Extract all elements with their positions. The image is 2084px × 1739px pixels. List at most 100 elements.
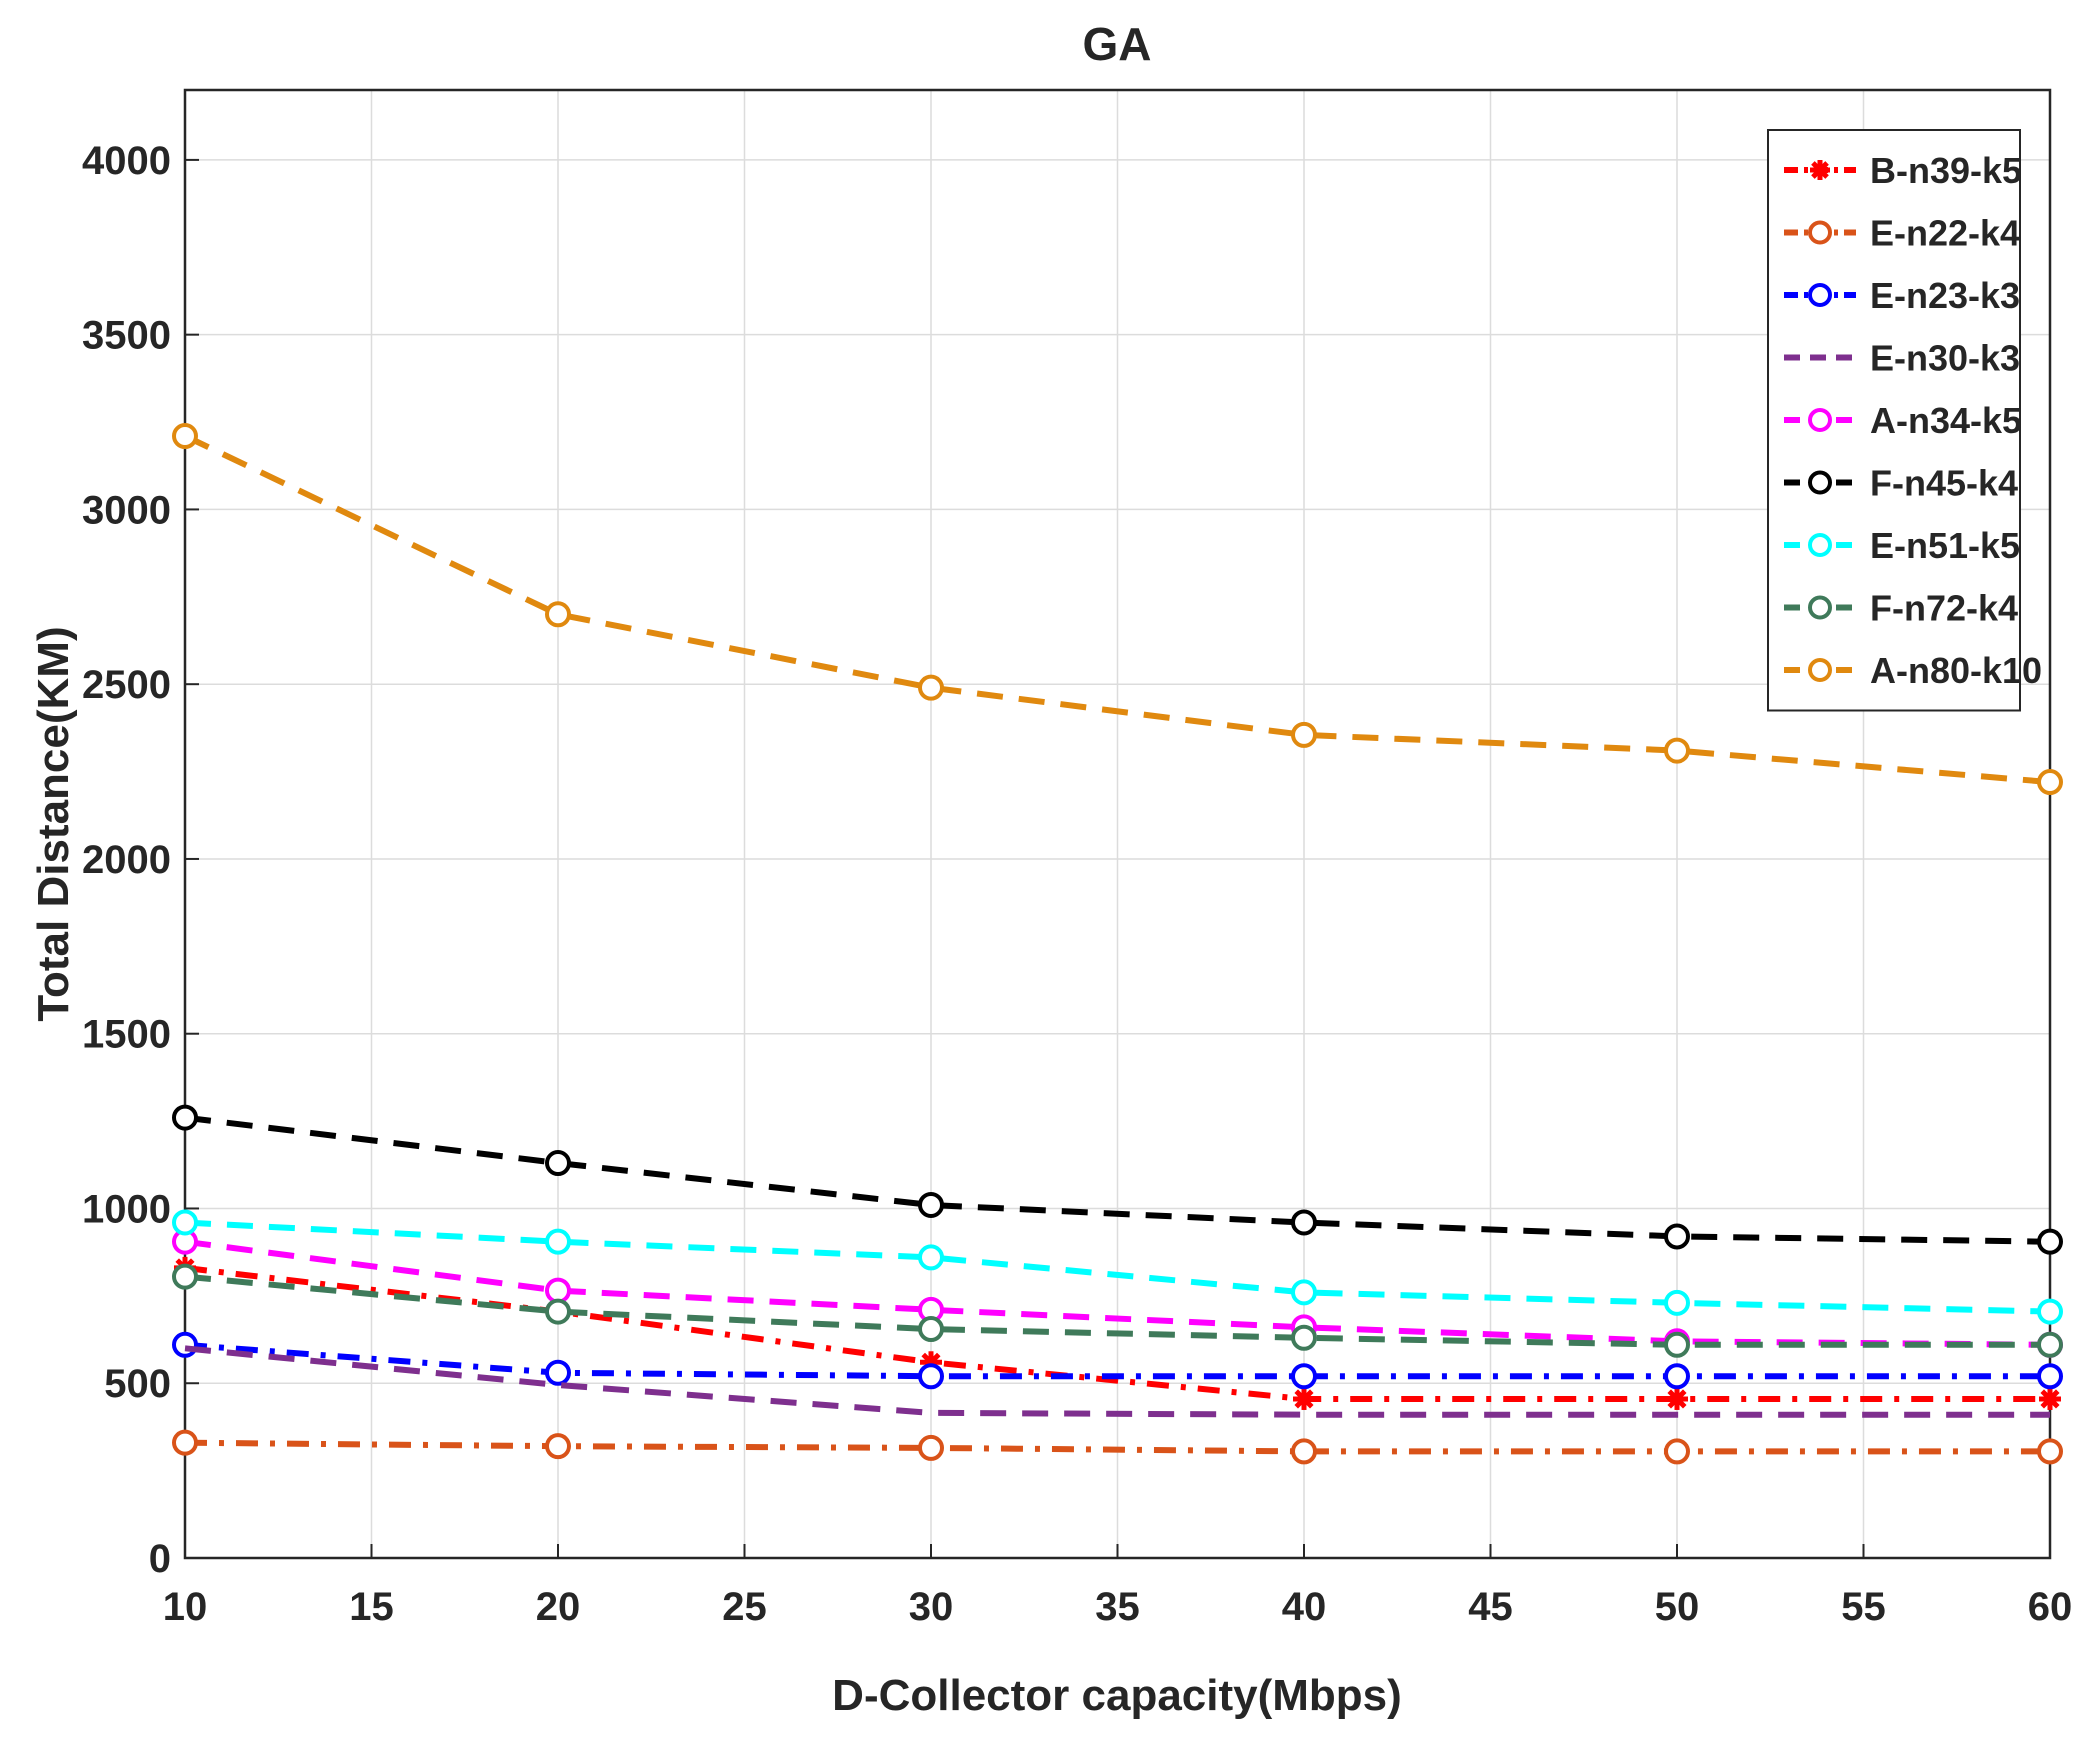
- x-axis-label: D-Collector capacity(Mbps): [832, 1671, 1402, 1720]
- x-tick-label: 55: [1841, 1585, 1886, 1629]
- y-tick-label: 1500: [82, 1013, 171, 1057]
- x-tick-label: 45: [1468, 1585, 1513, 1629]
- data-point-stroke: [1667, 1389, 1687, 1409]
- data-point: [2037, 1438, 2063, 1465]
- y-tick-label: 0: [149, 1537, 171, 1581]
- x-tick-label: 30: [909, 1585, 954, 1629]
- axis-ticks: 10 15 20 25 30 35 40 45 50 55 60 0 500 1000 1500 2000 25…: [82, 139, 2072, 1629]
- x-tick-label: 35: [1095, 1585, 1140, 1629]
- data-point: [1664, 1289, 1690, 1316]
- legend-label: E-n22-k4: [1870, 213, 2020, 254]
- data-point: [918, 674, 944, 701]
- data-point: [172, 1104, 198, 1131]
- y-tick-label: 2000: [82, 838, 171, 882]
- series-E-n22-k4: [172, 1429, 2063, 1465]
- legend-label: B-n39-k5: [1870, 150, 2022, 191]
- chart-title: GA: [1083, 18, 1152, 70]
- data-point: [1664, 1331, 1690, 1358]
- data-point: [2037, 769, 2063, 796]
- legend-label: F-n45-k4: [1870, 463, 2018, 504]
- data-point: [172, 1331, 198, 1358]
- x-tick-label: 40: [1282, 1585, 1327, 1629]
- data-point: [1291, 1324, 1317, 1351]
- series-line: [184, 1341, 2050, 1380]
- y-tick-label: 500: [104, 1362, 171, 1406]
- data-point: [2039, 1387, 2061, 1410]
- series-F-n72-k4: [172, 1263, 2063, 1358]
- data-point: [1664, 1438, 1690, 1465]
- data-point: [1291, 1438, 1317, 1465]
- data-point: [172, 1429, 198, 1456]
- series-line: [184, 1439, 2050, 1455]
- data-point: [1666, 1387, 1688, 1410]
- data-point: [918, 1316, 944, 1343]
- x-tick-label: 20: [536, 1585, 581, 1629]
- data-point: [1293, 1387, 1315, 1410]
- data-point: [545, 1433, 571, 1460]
- data-point: [545, 601, 571, 628]
- series-F-n45-k4: [172, 1104, 2063, 1255]
- y-tick-label: 2500: [82, 663, 171, 707]
- legend-marker: [1808, 533, 1832, 557]
- data-point: [172, 1263, 198, 1290]
- x-tick-label: 15: [349, 1585, 394, 1629]
- series-line: [184, 1114, 2051, 1245]
- legend-marker: [1808, 595, 1832, 620]
- legend-item: E-n51-k5: [1784, 525, 2020, 566]
- legend-marker-stroke: [1811, 161, 1829, 179]
- data-point: [1291, 1363, 1317, 1390]
- series-E-n51-k5: [172, 1209, 2063, 1325]
- data-point-stroke: [1294, 1389, 1314, 1409]
- legend-item: E-n23-k3: [1784, 275, 2020, 316]
- data-point: [2037, 1363, 2063, 1390]
- data-point: [1664, 1363, 1690, 1390]
- data-point: [918, 1244, 944, 1271]
- data-point: [1291, 721, 1317, 748]
- data-point: [1291, 1279, 1317, 1306]
- legend-item: B-n39-k5: [1784, 150, 2022, 191]
- y-tick-label: 1000: [82, 1187, 171, 1231]
- series-E-n30-k3: [184, 1345, 2050, 1418]
- data-point: [918, 1191, 944, 1218]
- series-line: [184, 1219, 2051, 1315]
- legend-item: F-n45-k4: [1784, 463, 2018, 504]
- series-A-n80-k10: [172, 423, 2063, 796]
- x-tick-label: 10: [163, 1585, 208, 1629]
- data-point: [545, 1298, 571, 1325]
- data-point: [172, 1209, 198, 1236]
- data-point: [2037, 1331, 2063, 1358]
- legend-label: E-n51-k5: [1870, 525, 2020, 566]
- data-point: [2037, 1298, 2063, 1325]
- legend: B-n39-k5 E-n22-k4 E-n23-k3 E-n30-k3 A-n34-k5…: [1767, 129, 2042, 712]
- data-point: [172, 423, 198, 450]
- data-point: [545, 1150, 571, 1177]
- legend-marker: [1808, 220, 1832, 245]
- legend-label: F-n72-k4: [1870, 588, 2018, 629]
- series-group: [172, 423, 2063, 1465]
- legend-item: A-n80-k10: [1784, 650, 2042, 691]
- data-point: [545, 1228, 571, 1255]
- data-point: [918, 1363, 944, 1390]
- data-point: [545, 1359, 571, 1386]
- legend-marker: [1808, 470, 1832, 495]
- y-tick-label: 3500: [82, 314, 171, 358]
- legend-marker: [1808, 658, 1832, 682]
- y-axis-label: Total Distance(KM): [29, 626, 78, 1021]
- legend-label: E-n30-k3: [1870, 338, 2020, 379]
- legend-label: A-n80-k10: [1870, 650, 2042, 691]
- y-tick-label: 3000: [82, 488, 171, 532]
- legend-item: F-n72-k4: [1784, 588, 2018, 629]
- data-point: [545, 1277, 571, 1304]
- legend-label: E-n23-k3: [1870, 275, 2020, 316]
- data-point: [1291, 1209, 1317, 1236]
- legend-marker: [1810, 160, 1830, 180]
- legend-marker: [1808, 283, 1832, 307]
- data-point: [918, 1434, 944, 1461]
- legend-item: E-n22-k4: [1784, 213, 2020, 254]
- legend-item: E-n30-k3: [1784, 338, 2020, 379]
- data-point: [1664, 737, 1690, 764]
- series-line: [183, 433, 2051, 786]
- series-line: [184, 1273, 2050, 1348]
- x-tick-label: 25: [722, 1585, 767, 1629]
- y-tick-label: 4000: [82, 139, 171, 183]
